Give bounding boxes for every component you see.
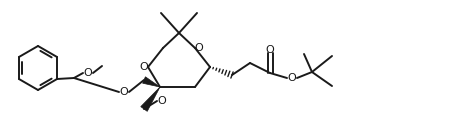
Polygon shape (142, 77, 160, 87)
Text: O: O (120, 87, 128, 97)
Text: O: O (140, 62, 148, 72)
Text: O: O (84, 68, 93, 78)
Polygon shape (141, 87, 160, 111)
Text: O: O (195, 43, 203, 53)
Text: O: O (266, 45, 274, 55)
Text: O: O (288, 73, 296, 83)
Text: O: O (158, 96, 166, 106)
